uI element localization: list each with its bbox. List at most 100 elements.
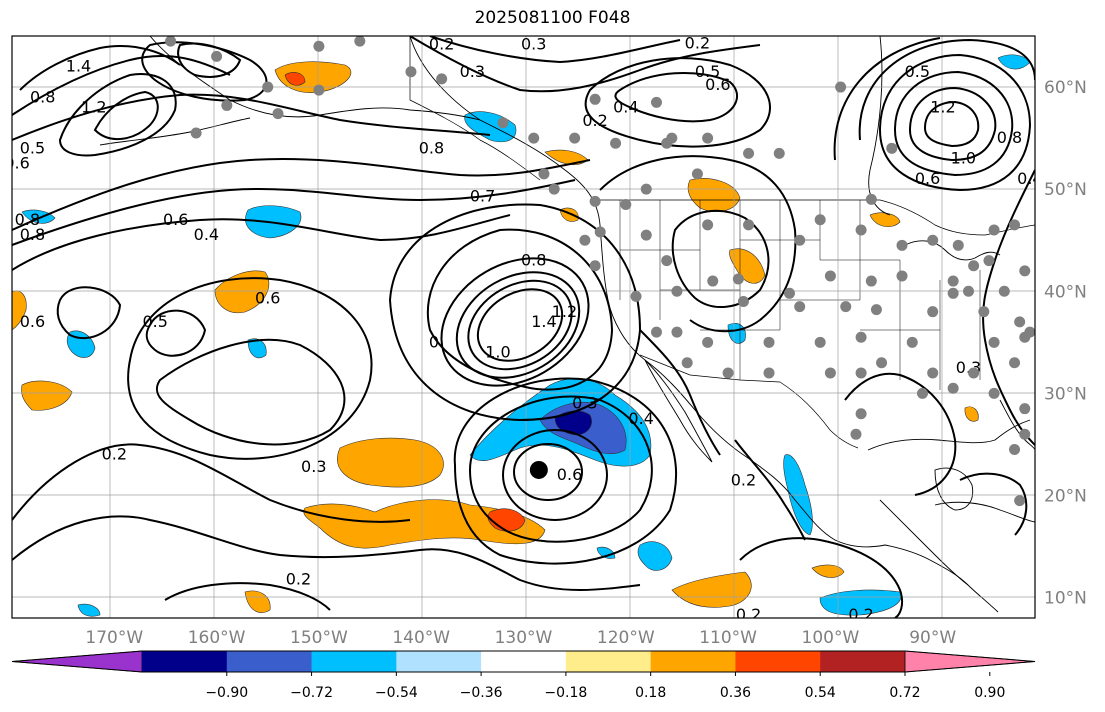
colorbar-segment xyxy=(142,651,228,672)
contour-line xyxy=(56,286,122,340)
contour-label: 0.3 xyxy=(572,394,597,413)
station-dot xyxy=(743,147,755,159)
contour-lines xyxy=(12,36,1035,618)
station-dot xyxy=(681,357,693,369)
station-dot xyxy=(691,168,703,180)
contour-line xyxy=(502,429,608,521)
positive-anomaly-patch xyxy=(869,212,901,228)
contour-line xyxy=(155,338,346,446)
contour-label: 0.6 xyxy=(705,75,730,94)
station-dot xyxy=(1009,444,1021,456)
contour-line xyxy=(12,157,591,231)
station-dot xyxy=(927,367,939,379)
station-dot xyxy=(732,273,744,285)
longitude-label: 120°W xyxy=(597,628,655,648)
colorbar-segment xyxy=(565,651,652,672)
contour-label: 1.4 xyxy=(66,57,91,76)
station-dot xyxy=(855,367,867,379)
station-dot xyxy=(968,367,980,379)
contour-label: 0.6 xyxy=(4,154,29,173)
colorbar-tick-label: −0.18 xyxy=(544,685,587,701)
station-dot xyxy=(313,40,325,52)
contour-label: 0.3 xyxy=(521,34,546,53)
colorbar-segment xyxy=(226,651,313,672)
station-dot xyxy=(702,219,714,231)
station-dot xyxy=(620,198,632,210)
observation-stations xyxy=(165,36,1035,507)
longitude-label: 110°W xyxy=(699,628,757,648)
station-dot xyxy=(814,214,826,226)
contour-line xyxy=(858,38,1035,141)
longitude-label: 150°W xyxy=(290,628,348,648)
contour-line xyxy=(734,439,806,541)
station-dot xyxy=(947,275,959,287)
contour-label: 0.8 xyxy=(419,138,444,157)
contour-line xyxy=(908,86,997,162)
station-dot xyxy=(1014,316,1026,328)
contour-line xyxy=(982,169,1035,446)
station-dot xyxy=(855,331,867,343)
station-dot xyxy=(988,336,1000,348)
station-dot xyxy=(824,270,836,282)
longitude-label: 90°W xyxy=(909,628,956,648)
station-dot xyxy=(763,367,775,379)
contour-line xyxy=(959,472,1028,536)
latitude-label: 60°N xyxy=(1044,78,1087,98)
station-dot xyxy=(1014,495,1026,507)
colorbar-segment xyxy=(311,651,397,672)
contour-label: 1.4 xyxy=(531,312,556,331)
positive-anomaly-patch xyxy=(964,406,979,422)
station-dot xyxy=(548,183,560,195)
contour-label: 0.3 xyxy=(301,457,326,476)
contour-line xyxy=(93,90,159,141)
station-dot xyxy=(589,260,601,272)
contour-label: 1.0 xyxy=(951,149,976,168)
contour-label: 0.2 xyxy=(102,445,127,464)
longitude-label: 140°W xyxy=(392,628,450,648)
negative-anomaly-patch xyxy=(247,338,267,359)
station-dot xyxy=(737,295,749,307)
station-dot xyxy=(702,132,714,144)
negative-anomaly-patch xyxy=(637,541,673,571)
station-dot xyxy=(640,229,652,241)
colorbar-segment xyxy=(396,651,482,672)
storm-center-marker xyxy=(529,460,548,479)
contour-line xyxy=(584,57,771,148)
station-dot xyxy=(916,387,928,399)
station-dot xyxy=(927,306,939,318)
station-dot xyxy=(436,73,448,85)
colorbar-tick-label: 0.90 xyxy=(974,685,1005,701)
station-dot xyxy=(579,234,591,246)
contour-label: 0.2 xyxy=(429,34,454,53)
station-dot xyxy=(983,255,995,267)
contour-label: 0.6 xyxy=(163,210,188,229)
station-dot xyxy=(528,132,540,144)
contour-line xyxy=(468,395,653,543)
contour-label: 0.4 xyxy=(628,409,653,428)
contour-label: 1.2 xyxy=(552,302,577,321)
contour-label: 0. xyxy=(429,332,444,351)
hudson-bay-coastline xyxy=(868,36,891,216)
negative-anomaly-patch xyxy=(819,589,902,616)
station-dot xyxy=(865,275,877,287)
station-dot xyxy=(906,336,918,348)
contour-line xyxy=(440,257,590,387)
colorbar-tick-label: 0.36 xyxy=(720,685,751,701)
contour-label: 0.4 xyxy=(613,98,638,117)
contour-line xyxy=(833,37,941,161)
latitude-label: 10°N xyxy=(1044,589,1087,609)
contour-label: 0.2 xyxy=(685,33,710,52)
station-dot xyxy=(947,382,959,394)
contour-line xyxy=(12,443,411,523)
contour-label: 0.5 xyxy=(142,312,167,331)
station-dot xyxy=(671,326,683,338)
positive-anomaly-patch xyxy=(729,248,766,284)
contour-line xyxy=(12,54,231,116)
colorbar-tick-label: −0.90 xyxy=(205,685,248,701)
contour-line xyxy=(614,72,739,123)
station-dot xyxy=(968,260,980,272)
station-dot xyxy=(794,301,806,313)
contour-label: 1.0 xyxy=(485,343,510,362)
station-dot xyxy=(497,117,509,129)
contour-label: 0.6 xyxy=(20,312,45,331)
